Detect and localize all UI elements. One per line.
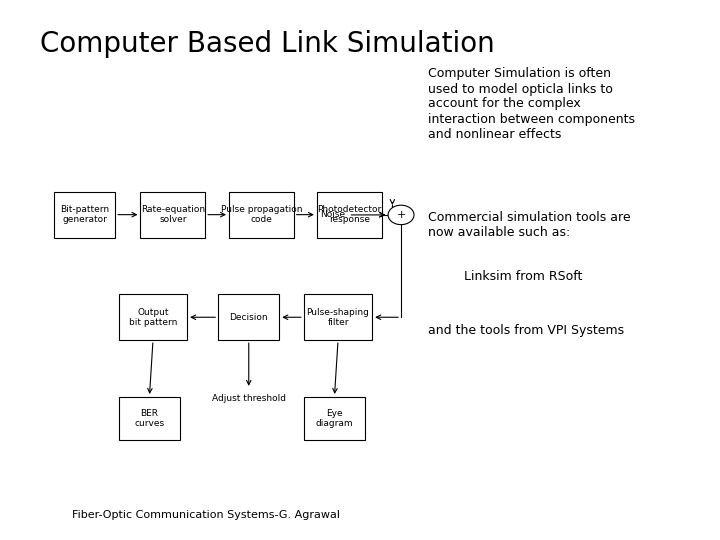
Bar [54, 192, 115, 238]
Text: Fiber-Optic Communication Systems-G. Agrawal: Fiber-Optic Communication Systems-G. Agr… [72, 510, 340, 521]
Text: Photodetector
response: Photodetector response [317, 205, 382, 224]
Text: Rate-equation
solver: Rate-equation solver [140, 205, 205, 224]
Bar [317, 192, 382, 238]
Text: Eye
diagram: Eye diagram [315, 409, 354, 428]
Circle shape [388, 205, 414, 225]
Text: BER
curves: BER curves [135, 409, 164, 428]
Bar [119, 294, 187, 340]
Bar [304, 294, 372, 340]
Text: Pulse propagation
code: Pulse propagation code [220, 205, 302, 224]
Text: Noise: Noise [320, 211, 345, 219]
Text: Pulse-shaping
filter: Pulse-shaping filter [307, 308, 369, 327]
Text: Adjust threshold: Adjust threshold [212, 394, 286, 403]
Text: Computer Based Link Simulation: Computer Based Link Simulation [40, 30, 495, 58]
Text: +: + [396, 210, 406, 220]
Text: Output
bit pattern: Output bit pattern [129, 308, 177, 327]
Text: Commercial simulation tools are
now available such as:: Commercial simulation tools are now avai… [428, 211, 631, 239]
Text: and the tools from VPI Systems: and the tools from VPI Systems [428, 324, 624, 337]
Text: Decision: Decision [230, 313, 268, 322]
Bar [119, 397, 180, 440]
Text: Bit-pattern
generator: Bit-pattern generator [60, 205, 109, 224]
Bar [304, 397, 365, 440]
Bar [218, 294, 279, 340]
Text: Computer Simulation is often
used to model opticla links to
account for the comp: Computer Simulation is often used to mod… [428, 68, 635, 140]
Text: Linksim from RSoft: Linksim from RSoft [464, 270, 582, 283]
Bar [140, 192, 205, 238]
Bar [229, 192, 294, 238]
